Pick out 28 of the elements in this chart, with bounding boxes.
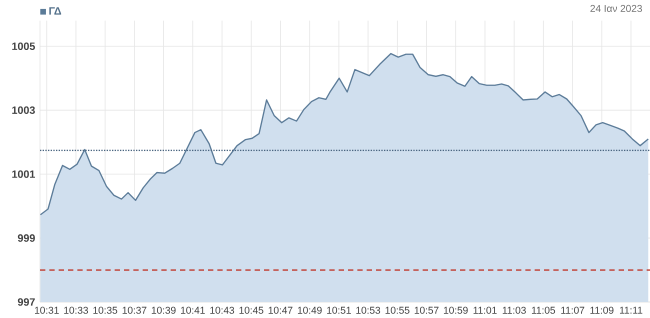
x-tick-label: 10:33 [64, 306, 88, 314]
x-tick-label: 10:51 [327, 306, 351, 314]
x-tick-label: 10:35 [93, 306, 118, 314]
x-tick-label: 10:53 [356, 306, 380, 314]
x-tick-label: 11:01 [474, 306, 497, 314]
y-tick-label: 1003 [12, 106, 35, 114]
x-tick-label: 11:03 [502, 306, 526, 314]
x-tick-label: 10:31 [34, 306, 59, 314]
legend-label: ΓΔ [49, 7, 62, 15]
x-tick-label: 11:09 [590, 306, 614, 314]
x-tick-label: 10:47 [268, 306, 292, 314]
x-tick-label: 10:41 [181, 306, 205, 314]
x-tick-label: 10:49 [298, 306, 322, 314]
x-tick-label: 10:59 [444, 306, 468, 314]
x-tick-label: 10:57 [414, 306, 439, 314]
y-tick-label: 997 [18, 298, 35, 306]
y-tick-label: 999 [18, 234, 35, 242]
chart-subtitle: 24 Ιαν 2023 [590, 4, 642, 12]
y-tick-label: 1005 [12, 42, 35, 50]
x-tick-label: 10:39 [152, 306, 176, 314]
x-tick-label: 11:11 [620, 306, 642, 314]
x-tick-label: 10:55 [386, 306, 410, 314]
y-tick-label: 1001 [12, 170, 35, 178]
x-tick-label: 11:07 [561, 306, 584, 314]
x-tick-label: 10:37 [122, 306, 146, 314]
x-tick-label: 10:43 [210, 306, 234, 314]
x-tick-label: 11:05 [532, 306, 556, 314]
x-tick-label: 10:45 [239, 306, 264, 314]
